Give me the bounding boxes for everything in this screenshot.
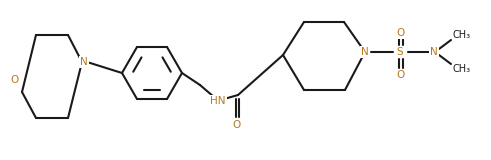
Text: O: O xyxy=(10,75,18,85)
Text: CH₃: CH₃ xyxy=(453,64,471,74)
Text: CH₃: CH₃ xyxy=(453,30,471,40)
Text: O: O xyxy=(397,28,405,38)
Text: O: O xyxy=(233,120,241,130)
Text: O: O xyxy=(397,70,405,80)
Text: HN: HN xyxy=(210,96,226,106)
Text: N: N xyxy=(361,47,369,57)
Text: N: N xyxy=(80,57,88,67)
Text: S: S xyxy=(397,47,403,57)
Text: N: N xyxy=(430,47,438,57)
